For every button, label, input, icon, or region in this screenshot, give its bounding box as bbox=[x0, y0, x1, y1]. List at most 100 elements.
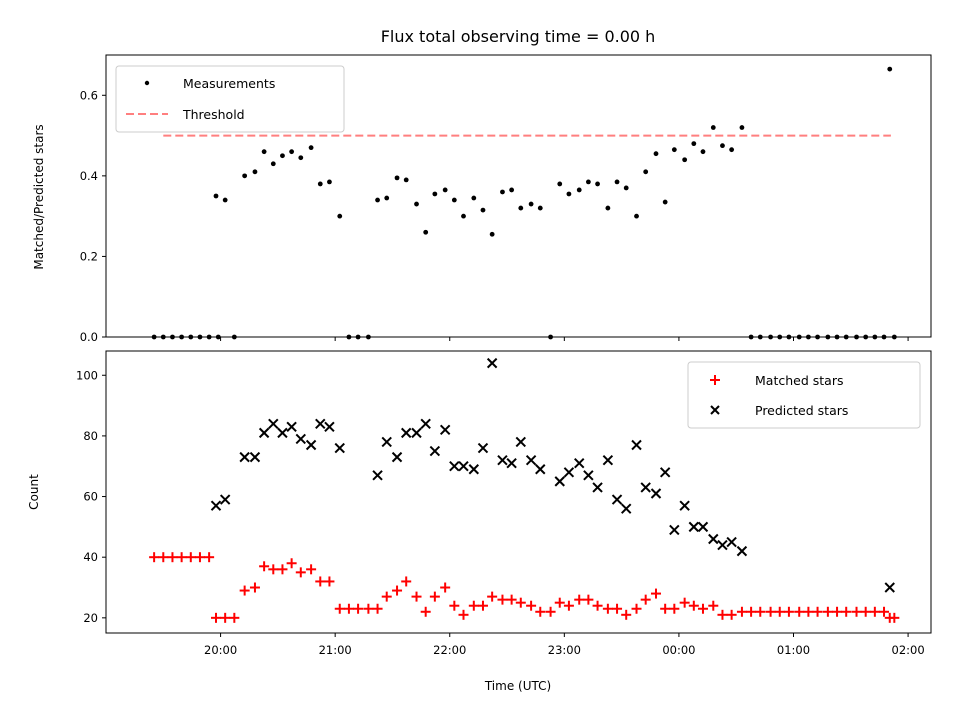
matched-point bbox=[458, 609, 469, 620]
matched-point bbox=[812, 606, 823, 617]
top-y-tick-label: 0.4 bbox=[80, 169, 98, 183]
matched-point bbox=[746, 606, 757, 617]
matched-point bbox=[660, 603, 671, 614]
x-tick-label: 23:00 bbox=[548, 643, 581, 657]
predicted-point bbox=[611, 494, 623, 505]
matched-point bbox=[506, 594, 517, 605]
measurement-point bbox=[252, 169, 258, 175]
matched-point bbox=[440, 582, 451, 593]
measurement-point bbox=[375, 197, 380, 203]
matched-point bbox=[651, 588, 661, 599]
measurement-point bbox=[720, 143, 725, 149]
predicted-point bbox=[315, 418, 326, 429]
matched-point bbox=[583, 594, 594, 605]
matched-point bbox=[149, 552, 160, 563]
measurement-point bbox=[213, 193, 219, 199]
bottom-x-ticks: 20:00 21:00 22:00 23:00 00:00 01:00 02:00 bbox=[204, 633, 925, 657]
predicted-point bbox=[486, 357, 498, 369]
matched-point bbox=[889, 612, 900, 623]
predicted-point bbox=[592, 482, 603, 493]
predicted-point bbox=[372, 470, 383, 481]
measurement-point bbox=[748, 334, 754, 340]
matched-point bbox=[602, 603, 613, 614]
measurement-point bbox=[355, 334, 361, 340]
matched-point bbox=[167, 552, 178, 563]
matched-point bbox=[411, 591, 422, 602]
x-tick-label: 02:00 bbox=[892, 643, 925, 657]
predicted-point bbox=[679, 500, 690, 511]
predicted-point bbox=[295, 433, 306, 445]
predicted-point bbox=[535, 464, 546, 475]
measurement-point bbox=[442, 187, 448, 193]
matched-point bbox=[515, 597, 526, 608]
matched-point bbox=[794, 606, 805, 617]
predicted-point bbox=[574, 457, 585, 469]
matched-point bbox=[334, 603, 345, 614]
bottom-axes-frame bbox=[105, 350, 932, 634]
measurement-point bbox=[317, 181, 323, 187]
matched-point bbox=[229, 612, 240, 623]
matched-point bbox=[736, 606, 747, 617]
matched-point bbox=[545, 606, 556, 617]
x-tick-label: 00:00 bbox=[662, 643, 695, 657]
predicted-point bbox=[210, 500, 222, 511]
predicted-point bbox=[420, 418, 431, 429]
predicted-point bbox=[621, 503, 632, 514]
matched-point bbox=[286, 558, 297, 569]
matched-point bbox=[259, 561, 270, 572]
legend-predicted-label: Predicted stars bbox=[755, 403, 848, 418]
predicted-point bbox=[708, 533, 719, 545]
predicted-point bbox=[401, 427, 412, 439]
measurement-point bbox=[327, 179, 332, 185]
matched-point bbox=[860, 606, 871, 617]
matched-point bbox=[535, 606, 546, 617]
top-legend: Measurements Threshold bbox=[115, 65, 345, 133]
bottom-panel: 20 40 60 80 100 20:00 21:00 22:00 23:00 00:00 01:… bbox=[27, 350, 932, 693]
matched-point bbox=[324, 576, 335, 587]
measurement-point bbox=[346, 334, 352, 340]
matched-point bbox=[420, 606, 431, 617]
measurement-point bbox=[700, 149, 706, 155]
matched-point bbox=[220, 612, 231, 623]
x-tick-label: 20:00 bbox=[204, 643, 237, 657]
measurement-point bbox=[729, 147, 735, 153]
top-axes-frame bbox=[105, 54, 932, 338]
measurement-point bbox=[585, 179, 591, 185]
measurement-point bbox=[518, 205, 524, 211]
bottom-y-tick-label: 80 bbox=[83, 429, 98, 443]
measurement-point bbox=[480, 207, 486, 213]
measurement-point bbox=[179, 334, 185, 340]
predicted-point bbox=[468, 464, 480, 475]
top-y-tick-label: 0.0 bbox=[80, 330, 98, 344]
predicted-point bbox=[334, 442, 345, 454]
predicted-point bbox=[717, 539, 728, 551]
bottom-legend: Matched stars Predicted stars bbox=[687, 361, 921, 429]
predicted-point bbox=[381, 436, 392, 448]
measurement-point bbox=[500, 189, 505, 195]
matched-point bbox=[211, 612, 221, 623]
measurement-point bbox=[815, 334, 820, 340]
predicted-point bbox=[736, 545, 748, 557]
matched-point bbox=[612, 603, 623, 614]
predicted-point bbox=[602, 454, 614, 466]
measurement-point bbox=[854, 334, 859, 340]
matched-point bbox=[554, 597, 565, 608]
matched-point bbox=[832, 606, 843, 617]
measurement-point bbox=[537, 205, 543, 211]
matched-point bbox=[822, 606, 833, 617]
matched-stars-series bbox=[149, 552, 900, 623]
measurement-point bbox=[365, 334, 371, 340]
measurement-point bbox=[682, 157, 688, 163]
bottom-y-axis-label: Count bbox=[27, 474, 41, 510]
matched-point bbox=[774, 606, 785, 617]
measurement-point bbox=[691, 141, 697, 147]
predicted-point bbox=[659, 467, 671, 478]
predicted-point bbox=[286, 421, 297, 433]
matched-point bbox=[640, 594, 651, 605]
matched-point bbox=[497, 594, 508, 605]
measurement-point bbox=[662, 199, 668, 205]
matched-point bbox=[449, 600, 460, 611]
measurement-point bbox=[796, 334, 802, 340]
measurement-point bbox=[863, 334, 869, 340]
